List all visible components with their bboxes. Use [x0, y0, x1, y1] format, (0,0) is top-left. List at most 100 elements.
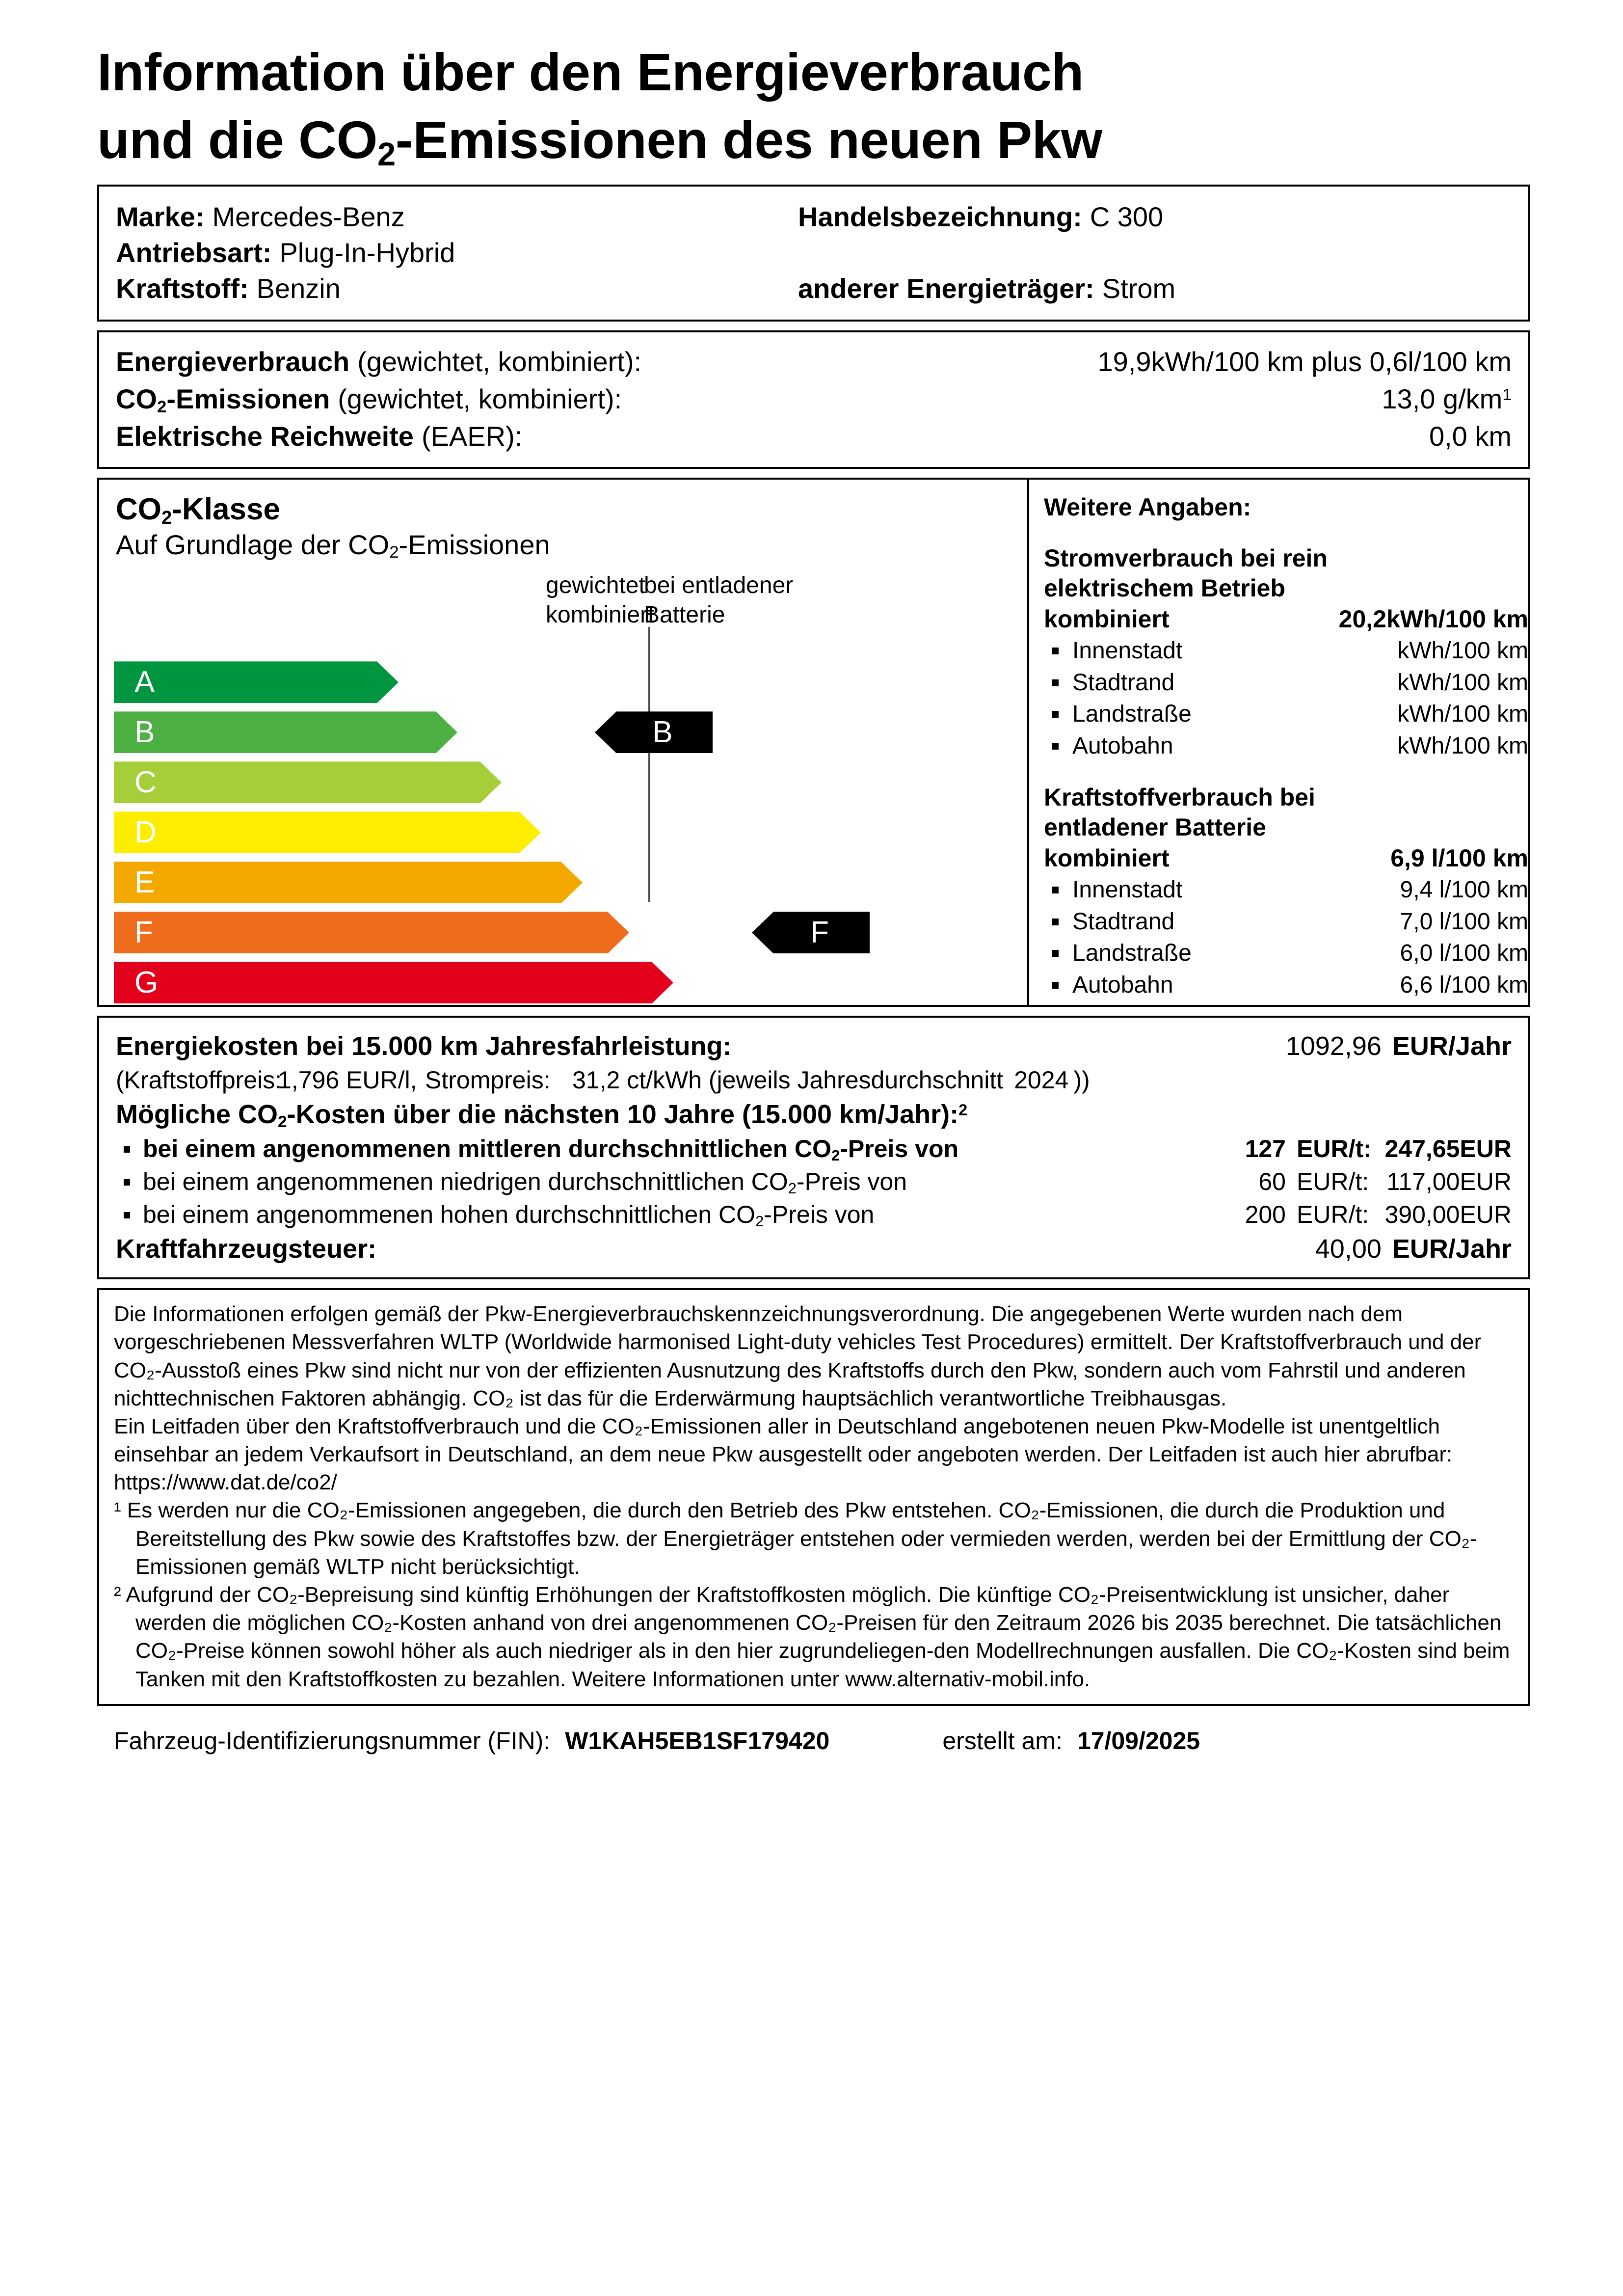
row-electric-range: Elektrische Reichweite (EAER): 0,0 km [116, 418, 1512, 455]
electric-range-value: 0,0 km [1429, 421, 1512, 452]
additional-info-heading: Weitere Angaben: [1044, 493, 1251, 521]
electric-rural-value: kWh/100 km [1397, 701, 1528, 728]
vehicle-info-box: Marke: Mercedes-Benz Handelsbezeichnung:… [97, 185, 1530, 322]
footnote-marker-1: 1 [1502, 386, 1512, 405]
marker-arrow-depleted-label: F [810, 915, 829, 949]
fuel-suburban-label: Stadtrand [1072, 908, 1175, 935]
class-bar-g-shape [114, 962, 673, 1003]
subscript-2: 2 [755, 1212, 764, 1230]
subscript-2: 2 [831, 1146, 840, 1164]
list-item: Innenstadt 9,4 l/100 km [1044, 875, 1528, 905]
co2-costs-heading: Mögliche CO2-Kosten über die nächsten 10… [116, 1100, 968, 1131]
fuel-combined-row: kombiniert 6,9 l/100 km [1044, 843, 1528, 873]
subscript-2: 2 [788, 1179, 797, 1197]
power-price-label: Strompreis: [425, 1066, 551, 1094]
co2-cost-low-label: bei einem angenommenen niedrigen durchsc… [143, 1167, 907, 1197]
fuel-consumption-heading-1: Kraftstoffverbrauch bei [1044, 783, 1315, 811]
energy-label-document: Information über den Energieverbrauch un… [97, 0, 1530, 2296]
list-item: Stadtrand kWh/100 km [1044, 668, 1528, 698]
electric-city-value: kWh/100 km [1397, 638, 1528, 664]
subscript-2: 2 [377, 135, 396, 173]
co2-cost-medium-total: 247,65EUR [1384, 1134, 1512, 1162]
energy-costs-label: Energiekosten bei 15.000 km Jahresfahrle… [116, 1031, 732, 1061]
co2-cost-medium-label: bei einem angenommenen mittleren durchsc… [143, 1134, 959, 1164]
marker-arrow-weighted-label: B [652, 715, 673, 749]
class-bar-c-letter: C [134, 765, 157, 799]
co2-cost-row-low: bei einem angenommenen niedrigen durchsc… [116, 1165, 1512, 1198]
fuel-combined-value: 6,9 l/100 km [1390, 844, 1528, 872]
electric-city-label: Innenstadt [1072, 638, 1183, 664]
co2-class-box: CO2-Klasse Auf Grundlage der CO2-Emissio… [97, 478, 1530, 1007]
bullet-square-icon [1052, 981, 1059, 989]
fuel-price-value: 1,796 EUR/l, [278, 1066, 417, 1094]
energy-costs-value: 1092,96 [1285, 1031, 1382, 1061]
chart-column-headers: gewichtet kombiniert bei entladener Batt… [99, 571, 1027, 630]
subscript-2: 2 [157, 397, 167, 416]
vehicle-tax-label: Kraftfahrzeugsteuer: [116, 1234, 377, 1264]
electric-range-label: Elektrische Reichweite [116, 421, 414, 452]
fuel-field: Kraftstoff: Benzin [116, 271, 798, 307]
co2-cost-medium-price: 127 [1245, 1134, 1286, 1162]
co2-cost-high-price: 200 [1245, 1200, 1286, 1228]
drivetrain-label: Antriebsart: [116, 237, 272, 269]
fuel-city-label: Innenstadt [1072, 877, 1183, 903]
electric-combined-row: kombiniert 20,2kWh/100 km [1044, 604, 1528, 634]
fuel-price-label: (Kraftstoffpreis: [116, 1066, 282, 1094]
model-field: Handelsbezeichnung: C 300 [798, 199, 1512, 235]
class-bar-g-letter: G [134, 965, 159, 999]
footnote-marker-2: 2 [958, 1101, 968, 1119]
co2-emissions-value: 13,0 g/km1 [1382, 383, 1512, 415]
price-close-paren: )) [1073, 1066, 1090, 1094]
bullet-square-icon [1052, 950, 1059, 957]
fuel-highway-label: Autobahn [1072, 972, 1173, 998]
class-bar-a: A [114, 661, 1012, 703]
co2-cost-low-total: 117,00EUR [1386, 1167, 1512, 1195]
legal-footnote-1: ¹ Es werden nur die CO₂-Emissionen angeg… [114, 1498, 1477, 1579]
vehicle-tax-unit: EUR/Jahr [1392, 1234, 1512, 1264]
bullet-square-icon [1052, 742, 1059, 750]
electric-highway-label: Autobahn [1072, 732, 1173, 759]
fuel-highway-value: 6,6 l/100 km [1400, 972, 1528, 998]
class-bar-e: E [114, 862, 1012, 903]
co2-cost-high-total: 390,00EUR [1384, 1200, 1512, 1228]
electric-combined-label: kombiniert [1044, 605, 1170, 633]
row-co2-emissions: CO2-Emissionen (gewichtet, kombiniert): … [116, 380, 1512, 418]
fuel-rural-value: 6,0 l/100 km [1400, 940, 1528, 967]
price-reference-year: 2024 [1014, 1066, 1069, 1094]
class-bar-b-letter: B [134, 715, 155, 749]
subscript-2: 2 [161, 507, 172, 528]
class-bar-c: C [114, 761, 1012, 803]
co2-cost-low-unit: EUR/t: [1297, 1167, 1369, 1195]
bullet-square-icon [1052, 918, 1059, 925]
list-item: Autobahn 6,6 l/100 km [1044, 971, 1528, 1000]
class-bar-f-letter: F [134, 915, 153, 949]
marker-arrow-depleted: F [752, 912, 870, 954]
bullet-square-icon [1052, 648, 1059, 655]
vin-value: W1KAH5EB1SF179420 [565, 1727, 830, 1755]
electric-consumption-heading-1: Stromverbrauch bei rein [1044, 544, 1328, 572]
subscript-2: 2 [278, 1112, 287, 1131]
electric-consumption-block: Stromverbrauch bei rein elektrischem Bet… [1044, 543, 1528, 761]
class-bar-f: F F [114, 912, 1012, 954]
co2-cost-row-high: bei einem angenommenen hohen durchschnit… [116, 1198, 1512, 1231]
vin-label: Fahrzeug-Identifizierungsnummer (FIN): [114, 1727, 551, 1755]
list-item: Landstraße kWh/100 km [1044, 700, 1528, 729]
co2-class-scale: A B B C D E [114, 661, 1012, 1012]
co2-cost-low-price: 60 [1258, 1167, 1286, 1195]
co2-cost-high-unit: EUR/t: [1297, 1200, 1369, 1228]
co2-class-title: CO2-Klasse [116, 492, 280, 528]
co2-cost-medium-unit: EUR/t: [1297, 1134, 1372, 1162]
bullet-square-icon [124, 1179, 130, 1186]
fuel-label: Kraftstoff: [116, 273, 249, 304]
consumption-box: Energieverbrauch (gewichtet, kombiniert)… [97, 330, 1530, 469]
model-label: Handelsbezeichnung: [798, 201, 1082, 233]
fuel-consumption-heading-2: entladener Batterie [1044, 813, 1266, 841]
brand-value: Mercedes-Benz [212, 201, 405, 233]
model-value: C 300 [1090, 201, 1164, 233]
co2-class-subtitle: Auf Grundlage der CO2-Emissionen [116, 529, 550, 562]
class-bar-d-letter: D [134, 815, 157, 849]
bullet-square-icon [124, 1212, 130, 1218]
energy-consumption-qualifier: (gewichtet, kombiniert): [357, 346, 642, 377]
electric-rural-label: Landstraße [1072, 701, 1192, 728]
class-bar-g: G [114, 962, 1012, 1003]
